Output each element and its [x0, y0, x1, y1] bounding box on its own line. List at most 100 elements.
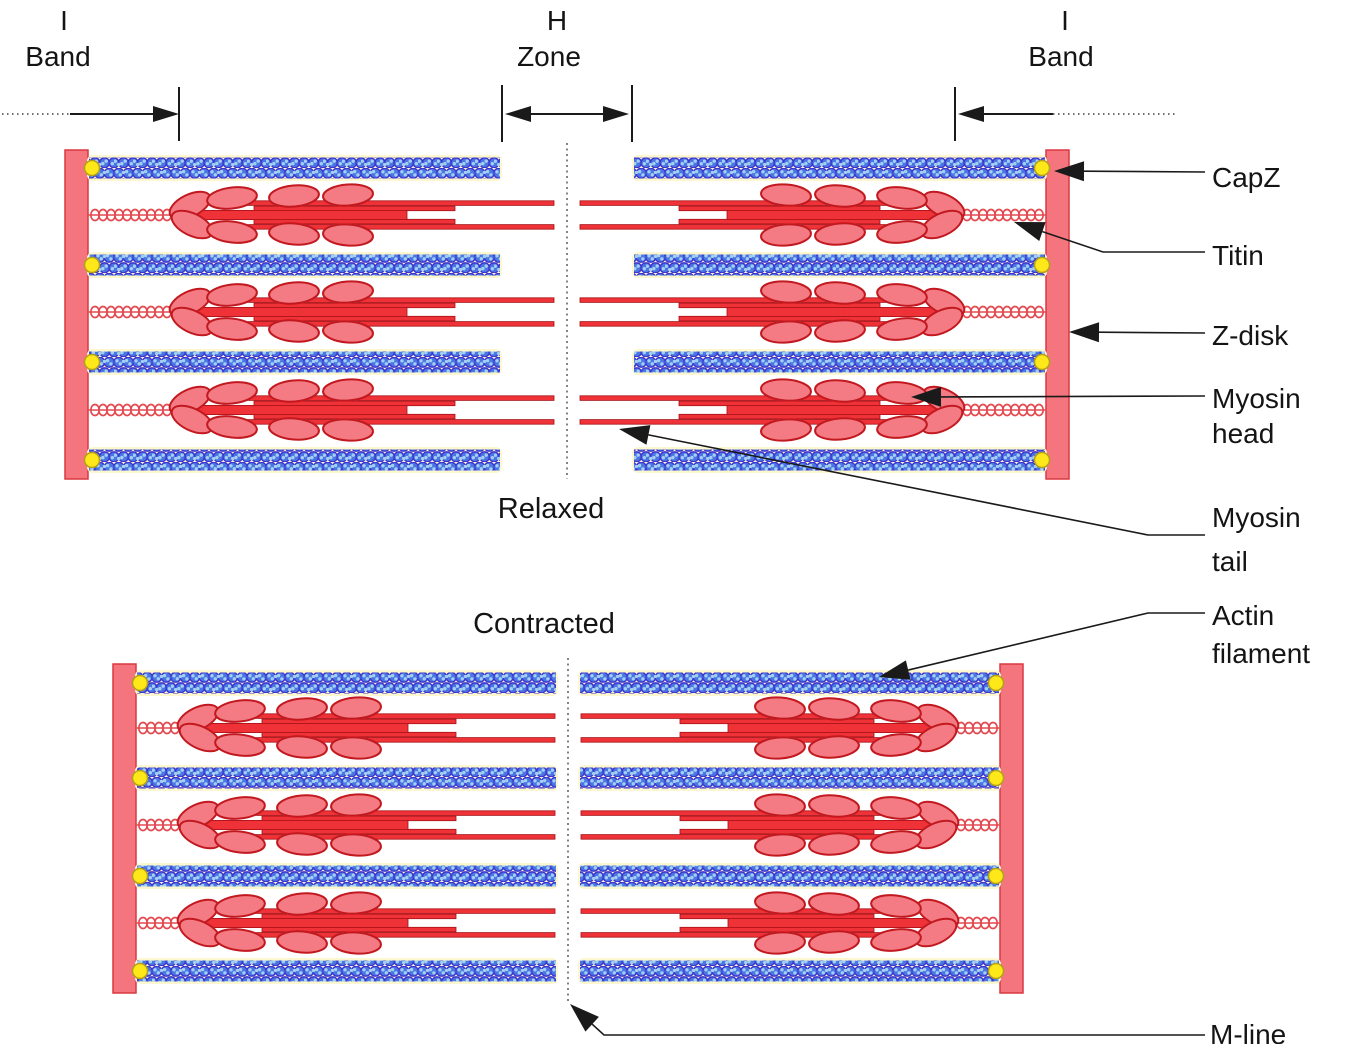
myosin-head: [206, 220, 258, 244]
capz-dot: [83, 353, 101, 371]
myosin-head: [870, 733, 922, 757]
myosin-head: [330, 736, 382, 760]
myosin-half: [136, 696, 556, 760]
z-disk-right: [1045, 149, 1070, 480]
myosin-tails: [579, 297, 953, 327]
actin-filament: [87, 155, 502, 181]
myosin-head: [814, 379, 866, 403]
leader-actin: [879, 612, 1205, 680]
actin-label-line1: Actin: [1212, 600, 1274, 631]
myosin-head: [206, 186, 258, 210]
myosin-head: [214, 830, 266, 854]
actin-filament: [135, 863, 558, 889]
titin: [942, 818, 1000, 832]
myosin-head: [870, 928, 922, 952]
myosin-head: [206, 381, 258, 405]
myosin-head: [276, 832, 328, 856]
myosin-head-label-line1: Myosin: [1212, 383, 1301, 414]
capz-dot: [987, 962, 1005, 980]
myosin-head: [760, 183, 812, 207]
diagram-relaxed: [64, 143, 1070, 480]
actin-filament: [632, 155, 1047, 181]
myosin-head: [330, 891, 382, 915]
actin-filament: [135, 765, 558, 791]
actin-filament: [632, 349, 1047, 375]
myosin-head: [754, 793, 806, 817]
myosin-filament: [88, 280, 1046, 344]
myosin-head: [754, 891, 806, 915]
myosin-head: [876, 186, 928, 210]
h-zone-label-line2: Zone: [517, 41, 581, 72]
actin-filament: [87, 447, 502, 473]
capz-dot: [987, 769, 1005, 787]
capz-dot: [83, 159, 101, 177]
i-band-right-label-line1: I: [1061, 5, 1069, 36]
myosin-half: [88, 378, 555, 442]
leader-myosin-tail: [619, 425, 1205, 536]
actin-label-line2: filament: [1212, 638, 1310, 669]
myosin-head: [876, 381, 928, 405]
i-band-right-label-line2: Band: [1028, 41, 1093, 72]
myosin-head: [808, 832, 860, 856]
myosin-head: [322, 223, 374, 247]
myosin-head: [760, 378, 812, 402]
myosin-head: [876, 220, 928, 244]
myosin-head: [322, 418, 374, 442]
z-disk-left: [112, 663, 137, 994]
myosin-head: [322, 183, 374, 207]
h-zone-label-line1: H: [547, 5, 567, 36]
myosin-head: [754, 931, 806, 955]
myosin-filament: [136, 793, 1000, 857]
myosin-head: [276, 794, 328, 818]
myosin-head: [870, 830, 922, 854]
h-zone-measure: [501, 85, 633, 142]
i-band-left-label-line1: I: [60, 5, 68, 36]
capz-dot: [1033, 451, 1051, 469]
myosin-head: [814, 184, 866, 208]
capz-dot: [987, 867, 1005, 885]
actin-filament: [135, 958, 558, 984]
myosin-half: [136, 891, 556, 955]
myosin-tails: [579, 395, 953, 425]
capz-dot: [1033, 353, 1051, 371]
capz-dot: [1033, 159, 1051, 177]
myosin-head: [214, 894, 266, 918]
myosin-half: [579, 378, 1046, 442]
myosin-half: [579, 280, 1046, 344]
actin-filament: [578, 863, 1001, 889]
myosin-head: [330, 833, 382, 857]
myosin-head: [206, 415, 258, 439]
leader-zdisk: [1069, 322, 1206, 343]
myosin-head: [276, 930, 328, 954]
i-band-left-label-line2: Band: [25, 41, 90, 72]
myosin-head: [814, 417, 866, 441]
diagram-drawing: [2, 85, 1206, 1036]
myosin-head: [760, 223, 812, 247]
capz-dot: [131, 867, 149, 885]
myosin-head: [876, 283, 928, 307]
myosin-head: [808, 892, 860, 916]
actin-filament: [632, 447, 1047, 473]
myosin-head: [268, 379, 320, 403]
myosin-head: [330, 696, 382, 720]
myosin-head: [214, 733, 266, 757]
myosin-head: [206, 283, 258, 307]
leader-myosin-head: [911, 386, 1206, 407]
myosin-head: [214, 796, 266, 820]
myosin-half: [88, 183, 555, 247]
myosin-head: [268, 281, 320, 305]
z-disk-right: [999, 663, 1024, 994]
myosin-head-label-line2: head: [1212, 418, 1274, 449]
titin-label: Titin: [1212, 240, 1264, 271]
myosin-head: [814, 281, 866, 305]
myosin-half: [580, 793, 1000, 857]
band-measurements: [2, 85, 1178, 142]
myosin-filament: [136, 891, 1000, 955]
myosin-head: [814, 222, 866, 246]
titin: [948, 305, 1046, 319]
myosin-head: [808, 794, 860, 818]
capz-dot: [83, 256, 101, 274]
actin-filament: [87, 252, 502, 278]
myosin-head: [754, 696, 806, 720]
